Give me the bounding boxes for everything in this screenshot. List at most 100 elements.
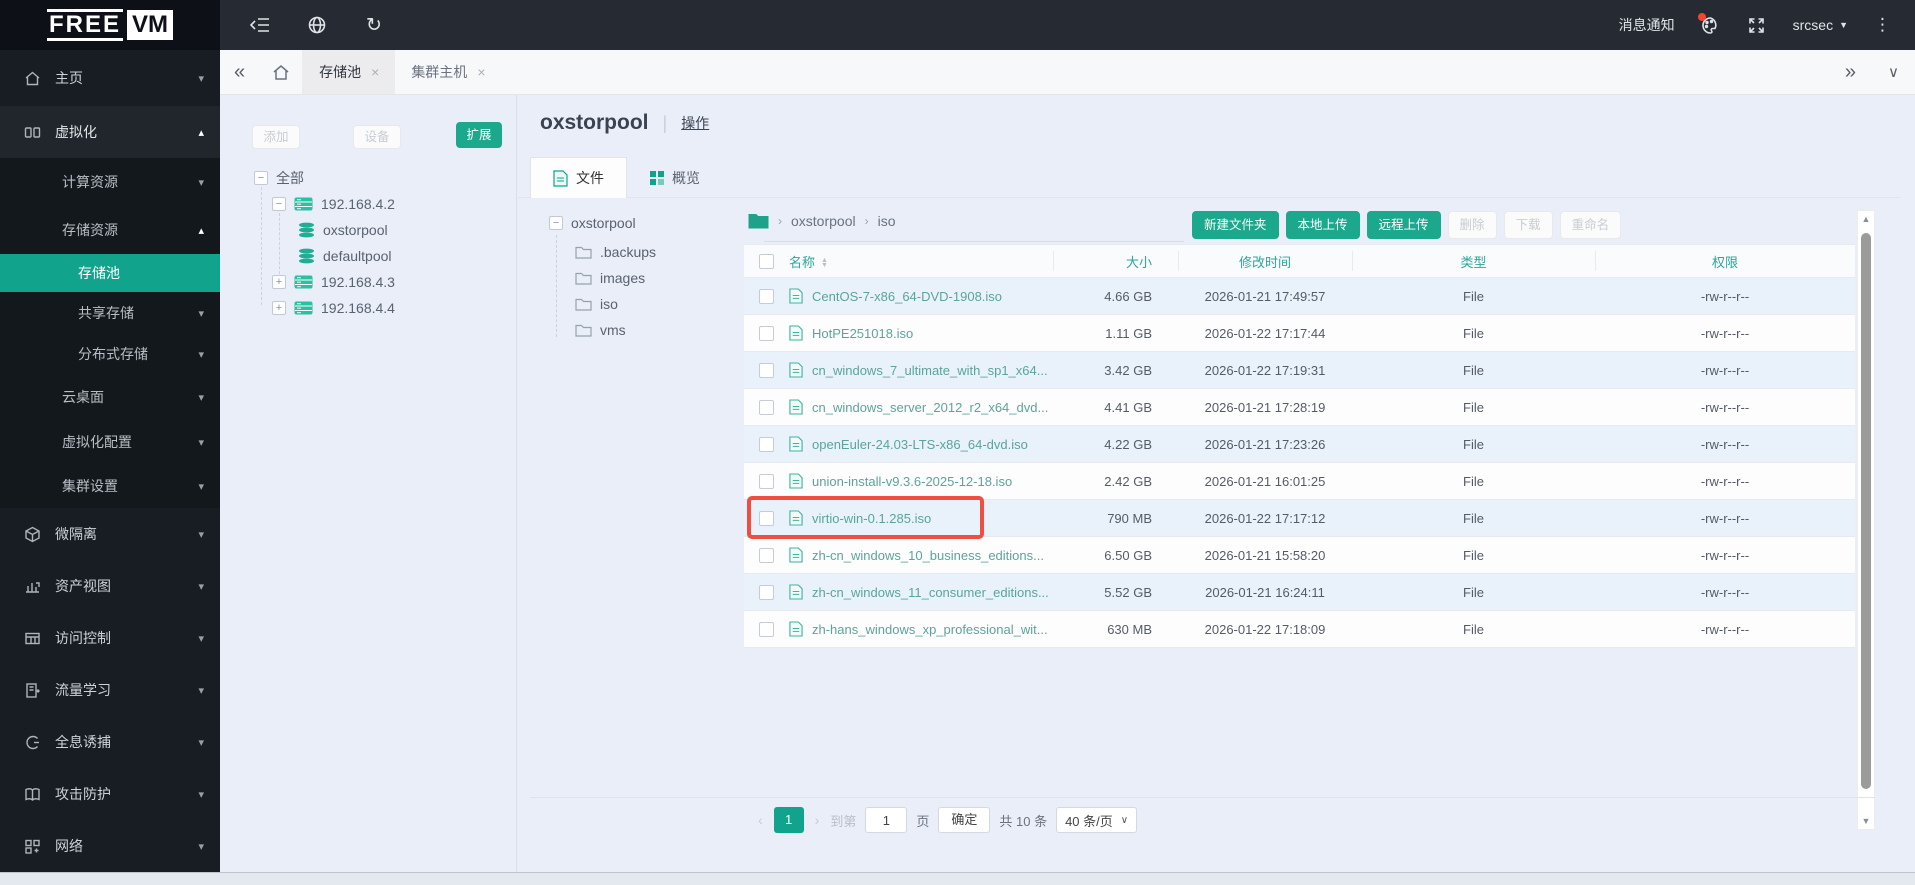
file-name[interactable]: cn_windows_server_2012_r2_x64_dvd... bbox=[812, 399, 1049, 415]
file-name[interactable]: virtio-win-0.1.285.iso bbox=[812, 510, 932, 526]
column-header-size[interactable]: 大小 bbox=[1125, 254, 1152, 270]
sidebar-item-micro-isolation[interactable]: 微隔离 ▾ bbox=[0, 508, 220, 560]
current-page-button[interactable]: 1 bbox=[773, 807, 804, 833]
prev-page-icon[interactable]: ‹ bbox=[758, 812, 763, 828]
row-checkbox[interactable] bbox=[759, 510, 774, 526]
collapse-expander-icon[interactable]: − bbox=[254, 171, 268, 185]
close-icon[interactable]: × bbox=[477, 64, 486, 80]
folder-node[interactable]: .backups bbox=[575, 241, 656, 263]
sidebar-item-storage-pool[interactable]: 存储池 bbox=[0, 254, 220, 292]
breadcrumb-current[interactable]: iso bbox=[877, 213, 896, 229]
row-checkbox[interactable] bbox=[759, 399, 774, 415]
tabs-scroll-right-icon[interactable]: » bbox=[1844, 60, 1857, 83]
tab-cluster-host[interactable]: 集群主机 × bbox=[395, 50, 501, 94]
sidebar-item-storage[interactable]: 存储资源 ▴ bbox=[0, 206, 220, 254]
row-checkbox[interactable] bbox=[759, 584, 774, 600]
folder-node[interactable]: images bbox=[575, 267, 645, 289]
more-menu-icon[interactable]: ⋮ bbox=[1874, 15, 1891, 34]
collapse-expander-icon[interactable]: − bbox=[549, 216, 563, 230]
add-button[interactable]: 添加 bbox=[252, 125, 300, 149]
table-scrollbar[interactable]: ▲ ▼ bbox=[1857, 210, 1875, 830]
table-row[interactable]: openEuler-24.03-LTS-x86_64-dvd.iso 4.22 … bbox=[744, 426, 1855, 463]
file-name[interactable]: cn_windows_7_ultimate_with_sp1_x64... bbox=[812, 362, 1048, 378]
table-row[interactable]: zh-hans_windows_xp_professional_wit... 6… bbox=[744, 611, 1855, 648]
notifications-link[interactable]: 消息通知 bbox=[1618, 17, 1675, 33]
file-name[interactable]: openEuler-24.03-LTS-x86_64-dvd.iso bbox=[812, 436, 1028, 452]
next-page-icon[interactable]: › bbox=[814, 812, 820, 828]
folder-node-root[interactable]: − oxstorpool bbox=[549, 212, 636, 234]
collapse-sidebar-icon[interactable] bbox=[250, 15, 270, 35]
local-upload-button[interactable]: 本地上传 bbox=[1285, 211, 1360, 239]
user-menu[interactable]: srcsec ▼ bbox=[1793, 17, 1848, 33]
goto-confirm-button[interactable]: 确定 bbox=[938, 807, 991, 833]
file-name[interactable]: zh-cn_windows_11_consumer_editions... bbox=[812, 584, 1049, 600]
page-size-select[interactable]: 40 条/页 ∨ bbox=[1056, 807, 1138, 833]
sidebar-item-attack-protection[interactable]: 攻击防护 ▾ bbox=[0, 768, 220, 820]
breadcrumb-root[interactable]: oxstorpool bbox=[791, 213, 856, 229]
scrollbar-thumb[interactable] bbox=[1861, 233, 1871, 789]
row-checkbox[interactable] bbox=[759, 288, 774, 304]
column-header-name[interactable]: 名称 ▲ ▼ bbox=[789, 254, 828, 270]
folder-node[interactable]: vms bbox=[575, 319, 626, 341]
sidebar-item-home[interactable]: 主页 ▾ bbox=[0, 50, 220, 106]
file-name[interactable]: HotPE251018.iso bbox=[812, 325, 914, 341]
column-header-mtime[interactable]: 修改时间 bbox=[1238, 254, 1291, 270]
sidebar-item-cluster-settings[interactable]: 集群设置 ▾ bbox=[0, 464, 220, 508]
tab-storage-pool[interactable]: 存储池 × bbox=[303, 50, 396, 94]
refresh-icon[interactable]: ↻ bbox=[366, 14, 382, 36]
scroll-up-icon[interactable]: ▲ bbox=[1861, 214, 1871, 224]
tree-node-host[interactable]: + 192.168.4.3 bbox=[272, 271, 395, 293]
tree-node-host[interactable]: − 192.168.4.2 bbox=[272, 193, 395, 215]
close-icon[interactable]: × bbox=[371, 64, 380, 80]
sidebar-item-cloud-desktop[interactable]: 云桌面 ▾ bbox=[0, 374, 220, 420]
file-name[interactable]: zh-cn_windows_10_business_editions... bbox=[812, 547, 1044, 563]
select-all-checkbox[interactable] bbox=[759, 253, 774, 269]
remote-upload-button[interactable]: 远程上传 bbox=[1366, 211, 1441, 239]
table-row[interactable]: zh-cn_windows_11_consumer_editions... 5.… bbox=[744, 574, 1855, 611]
tab-home-icon[interactable] bbox=[259, 50, 304, 94]
sidebar-item-distributed-storage[interactable]: 分布式存储 ▾ bbox=[0, 334, 220, 374]
table-row-highlighted[interactable]: virtio-win-0.1.285.iso 790 MB 2026-01-22… bbox=[744, 496, 1855, 539]
sidebar-item-network[interactable]: 网络 ▾ bbox=[0, 820, 220, 872]
sidebar-item-traffic-learning[interactable]: 流量学习 ▾ bbox=[0, 664, 220, 716]
sidebar-item-virt-config[interactable]: 虚拟化配置 ▾ bbox=[0, 420, 220, 464]
expand-expander-icon[interactable]: + bbox=[272, 275, 286, 289]
column-header-perm[interactable]: 权限 bbox=[1711, 254, 1738, 270]
collapse-expander-icon[interactable]: − bbox=[272, 197, 286, 211]
sidebar-item-access-control[interactable]: 访问控制 ▾ bbox=[0, 612, 220, 664]
file-name[interactable]: CentOS-7-x86_64-DVD-1908.iso bbox=[812, 288, 1003, 304]
row-checkbox[interactable] bbox=[759, 436, 774, 452]
file-name[interactable]: zh-hans_windows_xp_professional_wit... bbox=[812, 621, 1048, 637]
table-row[interactable]: zh-cn_windows_10_business_editions... 6.… bbox=[744, 537, 1855, 574]
delete-button[interactable]: 删除 bbox=[1447, 211, 1497, 239]
sidebar-item-asset-view[interactable]: 资产视图 ▾ bbox=[0, 560, 220, 612]
table-row[interactable]: union-install-v9.3.6-2025-12-18.iso 2.42… bbox=[744, 463, 1855, 500]
row-checkbox[interactable] bbox=[759, 547, 774, 563]
device-button[interactable]: 设备 bbox=[353, 125, 401, 149]
actions-link[interactable]: 操作 bbox=[681, 115, 710, 131]
tree-node-host[interactable]: + 192.168.4.4 bbox=[272, 297, 395, 319]
table-row[interactable]: HotPE251018.iso 1.11 GB 2026-01-22 17:17… bbox=[744, 315, 1855, 352]
tree-node-pool[interactable]: defaultpool bbox=[298, 245, 392, 267]
tabs-menu-chevron-icon[interactable]: ∨ bbox=[1888, 64, 1899, 81]
fullscreen-icon[interactable] bbox=[1747, 15, 1767, 35]
expand-button[interactable]: 扩展 bbox=[456, 122, 502, 148]
row-checkbox[interactable] bbox=[759, 325, 774, 341]
tab-files[interactable]: 文件 bbox=[530, 157, 627, 198]
row-checkbox[interactable] bbox=[759, 362, 774, 378]
row-checkbox[interactable] bbox=[759, 473, 774, 489]
sidebar-item-shared-storage[interactable]: 共享存储 ▾ bbox=[0, 292, 220, 334]
scroll-down-icon[interactable]: ▼ bbox=[1861, 816, 1871, 826]
expand-expander-icon[interactable]: + bbox=[272, 301, 286, 315]
table-row[interactable]: cn_windows_7_ultimate_with_sp1_x64... 3.… bbox=[744, 352, 1855, 389]
file-name[interactable]: union-install-v9.3.6-2025-12-18.iso bbox=[812, 473, 1013, 489]
goto-page-input[interactable] bbox=[865, 807, 908, 833]
table-row[interactable]: CentOS-7-x86_64-DVD-1908.iso 4.66 GB 202… bbox=[744, 278, 1855, 315]
sidebar-item-virtualization[interactable]: 虚拟化 ▴ bbox=[0, 106, 220, 158]
column-header-type[interactable]: 类型 bbox=[1460, 254, 1487, 270]
download-button[interactable]: 下载 bbox=[1503, 211, 1553, 239]
tab-overview[interactable]: 概览 bbox=[628, 157, 722, 198]
folder-node[interactable]: iso bbox=[575, 293, 618, 315]
row-checkbox[interactable] bbox=[759, 621, 774, 637]
tree-node-pool[interactable]: oxstorpool bbox=[298, 219, 388, 241]
